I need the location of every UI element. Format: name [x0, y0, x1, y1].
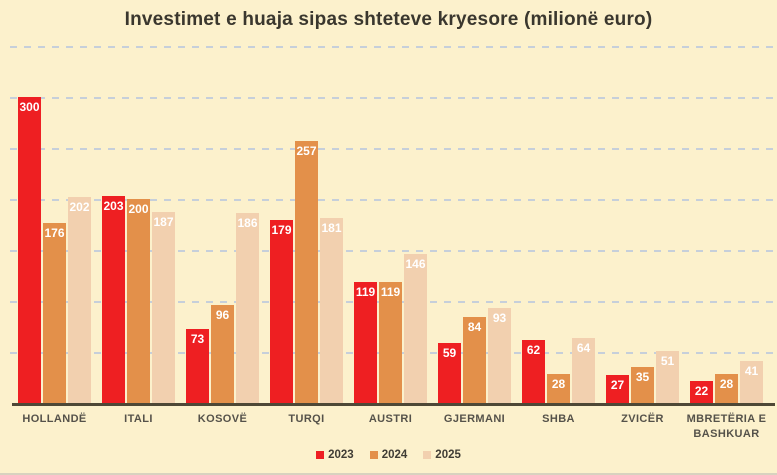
bar-group: 203 200 187 [102, 196, 175, 403]
bar-value-label: 179 [271, 223, 292, 237]
bar-value-label: 187 [153, 215, 174, 229]
bar-value-label: 300 [19, 100, 40, 114]
bar-group: 27 35 51 [606, 351, 679, 403]
bar-2025: 41 [740, 361, 763, 403]
bar-2025: 64 [572, 338, 595, 403]
bar-value-label: 64 [576, 341, 591, 355]
bar-value-label: 35 [635, 370, 650, 384]
legend-swatch-2025-icon [423, 451, 432, 459]
bar-2023: 300 [18, 97, 41, 403]
category-label: ITALI [124, 413, 153, 425]
bar-value-label: 51 [660, 354, 675, 368]
bar-2024: 35 [631, 367, 654, 403]
bar-2023: 22 [690, 381, 713, 403]
bar-2025: 146 [404, 254, 427, 403]
bar-value-label: 186 [237, 216, 258, 230]
bar-value-label: 93 [492, 311, 507, 325]
bar-value-label: 22 [694, 384, 709, 398]
bar-group: 179 257 181 [270, 141, 343, 403]
bar-value-label: 146 [405, 257, 426, 271]
legend-label-2024: 2024 [381, 449, 408, 461]
legend-item-2025: 2025 [423, 449, 461, 461]
bar-2025: 93 [488, 308, 511, 403]
bar-2024: 119 [379, 282, 402, 403]
bar-value-label: 257 [296, 144, 317, 158]
bar-value-label: 96 [215, 308, 230, 322]
bar-value-label: 181 [321, 221, 342, 235]
bar-2023: 27 [606, 375, 629, 403]
bar-2023: 203 [102, 196, 125, 403]
bar-value-label: 84 [467, 320, 482, 334]
gridline [10, 46, 775, 48]
bar-2024: 28 [715, 374, 738, 403]
bar-group: 59 84 93 [438, 308, 511, 403]
category-label: TURQI [288, 413, 325, 425]
bar-value-label: 176 [44, 226, 65, 240]
gridline [10, 97, 775, 99]
bar-2023: 119 [354, 282, 377, 403]
bar-2024: 96 [211, 305, 234, 403]
bar-2024: 200 [127, 199, 150, 403]
bar-value-label: 73 [190, 332, 205, 346]
bar-value-label: 202 [69, 200, 90, 214]
bar-2025: 186 [236, 213, 259, 403]
legend-item-2024: 2024 [369, 449, 408, 461]
bar-value-label: 203 [103, 199, 124, 213]
gridline [10, 199, 775, 201]
bar-value-label: 119 [380, 285, 401, 299]
bar-2025: 202 [68, 197, 91, 403]
category-label: AUSTRI [368, 413, 413, 425]
bar-group: 62 28 64 [522, 338, 595, 403]
legend-item-2023: 2023 [316, 449, 354, 461]
gridline [10, 148, 775, 150]
bar-2023: 62 [522, 340, 545, 403]
category-label: ZVICËR [621, 413, 664, 425]
bar-group: 119 119 146 [354, 254, 427, 403]
bar-2023: 179 [270, 220, 293, 403]
chart-legend: 2023 2024 2025 [0, 449, 777, 461]
bar-group: 73 96 186 [186, 213, 259, 403]
category-label: GJERMANI [443, 413, 506, 425]
legend-swatch-2024-icon [369, 451, 378, 459]
bar-value-label: 28 [551, 377, 566, 391]
bar-value-label: 28 [719, 377, 734, 391]
bar-value-label: 41 [744, 364, 759, 378]
bar-2023: 73 [186, 329, 209, 403]
gridline [10, 250, 775, 252]
x-axis-line [12, 403, 775, 406]
legend-label-2025: 2025 [435, 449, 461, 461]
chart-title: Investimet e huaja sipas shteteve kryeso… [124, 9, 653, 30]
bar-value-label: 200 [128, 202, 149, 216]
category-label: SHBA [542, 413, 575, 425]
bar-2024: 84 [463, 317, 486, 403]
category-label: HOLLANDË [22, 413, 87, 425]
bar-value-label: 59 [442, 346, 457, 360]
bar-2025: 187 [152, 212, 175, 403]
plot-area: 300 176 202 HOLLANDË 203 200 187 ITALI 73 96 186 KO… [10, 46, 775, 440]
category-label: KOSOVË [197, 413, 248, 425]
bar-2023: 59 [438, 343, 461, 403]
bar-2024: 28 [547, 374, 570, 403]
bar-value-label: 27 [610, 378, 625, 392]
bar-value-label: 62 [526, 343, 541, 357]
bar-group: 22 28 41 [690, 361, 763, 403]
bar-2025: 181 [320, 218, 343, 403]
bar-value-label: 119 [355, 285, 376, 299]
bar-2025: 51 [656, 351, 679, 403]
category-label: MBRETËRIA E BASHKUAR [686, 413, 767, 440]
legend-swatch-2023-icon [316, 451, 325, 459]
bar-group: 300 176 202 [18, 97, 91, 403]
bar-2024: 257 [295, 141, 318, 403]
legend-label-2023: 2023 [328, 449, 354, 461]
bar-2024: 176 [43, 223, 66, 403]
